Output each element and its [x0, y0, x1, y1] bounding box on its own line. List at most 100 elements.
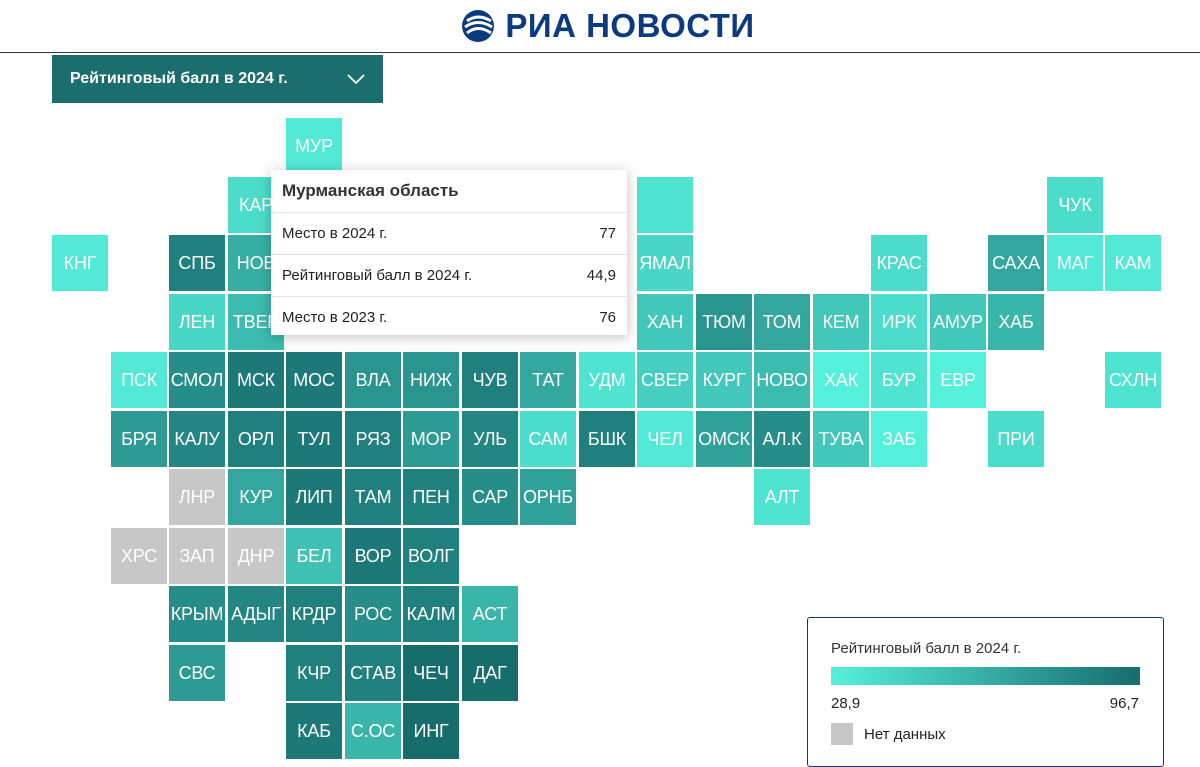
region-tile[interactable]: МУР: [286, 118, 342, 174]
region-tile[interactable]: ХАБ: [988, 294, 1044, 350]
region-tile[interactable]: СХЛН: [1105, 352, 1161, 408]
region-code: ЧЕЧ: [413, 663, 449, 683]
region-code: СВС: [178, 663, 216, 683]
region-code: ВОЛГ: [408, 546, 454, 566]
region-tile[interactable]: РЯЗ: [345, 411, 401, 467]
region-tile[interactable]: ТУВА: [813, 411, 869, 467]
region-tile[interactable]: УЛЬ: [462, 411, 518, 467]
region-tile[interactable]: КРАС: [871, 235, 927, 291]
region-tile[interactable]: КАБ: [286, 703, 342, 759]
region-tile[interactable]: КУРГ: [696, 352, 752, 408]
region-code: СХЛН: [1108, 370, 1157, 390]
region-tile[interactable]: ЛИП: [286, 469, 342, 525]
region-tile[interactable]: [637, 177, 693, 233]
region-tile[interactable]: ВОЛГ: [403, 528, 459, 584]
region-tile[interactable]: ОРЛ: [228, 411, 284, 467]
region-tile[interactable]: УДМ: [579, 352, 635, 408]
region-tile[interactable]: АМУР: [930, 294, 986, 350]
region-tile[interactable]: ЕВР: [930, 352, 986, 408]
region-tile[interactable]: СПБ: [169, 235, 225, 291]
region-tile[interactable]: ТЮМ: [696, 294, 752, 350]
region-tile[interactable]: ОРНБ: [520, 469, 576, 525]
region-code: КУРГ: [702, 370, 746, 390]
region-tile[interactable]: МОР: [403, 411, 459, 467]
region-tile[interactable]: САМ: [520, 411, 576, 467]
region-tile[interactable]: КАЛМ: [403, 586, 459, 642]
region-tile[interactable]: КНГ: [52, 235, 108, 291]
region-tile[interactable]: ОМСК: [696, 411, 752, 467]
region-tile[interactable]: АЛТ: [754, 469, 810, 525]
region-code: САМ: [528, 429, 568, 449]
region-code: АДЫГ: [231, 604, 281, 624]
region-tile[interactable]: ХАН: [637, 294, 693, 350]
region-code: РОС: [353, 604, 392, 624]
region-tile[interactable]: КУР: [228, 469, 284, 525]
region-tile[interactable]: ТУЛ: [286, 411, 342, 467]
region-code: СМОЛ: [170, 370, 224, 390]
region-tile[interactable]: МОС: [286, 352, 342, 408]
region-code: АЛТ: [764, 487, 800, 507]
region-tile[interactable]: ТАТ: [520, 352, 576, 408]
region-tile[interactable]: ЛЕН: [169, 294, 225, 350]
region-tile[interactable]: САР: [462, 469, 518, 525]
region-tile[interactable]: АДЫГ: [228, 586, 284, 642]
region-tile[interactable]: ПРИ: [988, 411, 1044, 467]
region-tile[interactable]: АСТ: [462, 586, 518, 642]
region-tile[interactable]: СВЕР: [637, 352, 693, 408]
region-tile[interactable]: ЯМАЛ: [637, 235, 693, 291]
region-code: ТВЕР: [232, 312, 280, 332]
region-tile[interactable]: БУР: [871, 352, 927, 408]
region-tile[interactable]: НОВО: [754, 352, 810, 408]
region-tile[interactable]: ДНР: [228, 528, 284, 584]
region-tile[interactable]: КАЛУ: [169, 411, 225, 467]
region-tile[interactable]: КРДР: [286, 586, 342, 642]
region-tile[interactable]: ДАГ: [462, 645, 518, 701]
region-tile[interactable]: ПЕН: [403, 469, 459, 525]
region-code: АМУР: [933, 312, 983, 332]
region-tile[interactable]: БРЯ: [111, 411, 167, 467]
region-tile[interactable]: АЛ.К: [754, 411, 810, 467]
region-tile[interactable]: ИРК: [871, 294, 927, 350]
region-tile[interactable]: СМОЛ: [169, 352, 225, 408]
region-tile[interactable]: ИНГ: [403, 703, 459, 759]
region-tile[interactable]: ЧЕЧ: [403, 645, 459, 701]
region-tile[interactable]: СТАВ: [345, 645, 401, 701]
region-tile[interactable]: СВС: [169, 645, 225, 701]
region-code: ПРИ: [997, 429, 1035, 449]
region-tile[interactable]: БЕЛ: [286, 528, 342, 584]
region-tile[interactable]: ТОМ: [754, 294, 810, 350]
region-tile[interactable]: РОС: [345, 586, 401, 642]
metric-dropdown[interactable]: Рейтинговый балл в 2024 г.: [52, 55, 383, 103]
region-tile[interactable]: МАГ: [1047, 235, 1103, 291]
region-tile[interactable]: ЧУВ: [462, 352, 518, 408]
region-tile[interactable]: ВЛА: [345, 352, 401, 408]
region-tile[interactable]: ВОР: [345, 528, 401, 584]
region-tile[interactable]: ЧЕЛ: [637, 411, 693, 467]
tooltip-row: Место в 2023 г. 76: [271, 297, 627, 338]
region-tile[interactable]: КАМ: [1105, 235, 1161, 291]
region-tile[interactable]: С.ОС: [345, 703, 401, 759]
region-code: ЧУК: [1058, 195, 1092, 215]
region-tile[interactable]: ТАМ: [345, 469, 401, 525]
region-tile[interactable]: САХА: [988, 235, 1044, 291]
region-code: СТАВ: [349, 663, 396, 683]
region-code: ЧУВ: [472, 370, 508, 390]
region-tile[interactable]: ХРС: [111, 528, 167, 584]
region-tile[interactable]: ЛНР: [169, 469, 225, 525]
region-tile[interactable]: КЕМ: [813, 294, 869, 350]
region-tile[interactable]: ЧУК: [1047, 177, 1103, 233]
region-tile[interactable]: ЗАБ: [871, 411, 927, 467]
region-tile[interactable]: ПСК: [111, 352, 167, 408]
metric-dropdown-label: Рейтинговый балл в 2024 г.: [70, 70, 288, 87]
region-tile[interactable]: КРЫМ: [169, 586, 225, 642]
region-code: ПСК: [121, 370, 157, 390]
region-code: НОВ: [236, 253, 276, 273]
region-tile[interactable]: ХАК: [813, 352, 869, 408]
tooltip-row-label: Место в 2024 г.: [282, 225, 388, 242]
brand[interactable]: РИА НОВОСТИ: [461, 7, 754, 45]
region-tile[interactable]: МСК: [228, 352, 284, 408]
region-tile[interactable]: ЗАП: [169, 528, 225, 584]
region-tile[interactable]: НИЖ: [403, 352, 459, 408]
region-tile[interactable]: БШК: [579, 411, 635, 467]
region-tile[interactable]: КЧР: [286, 645, 342, 701]
